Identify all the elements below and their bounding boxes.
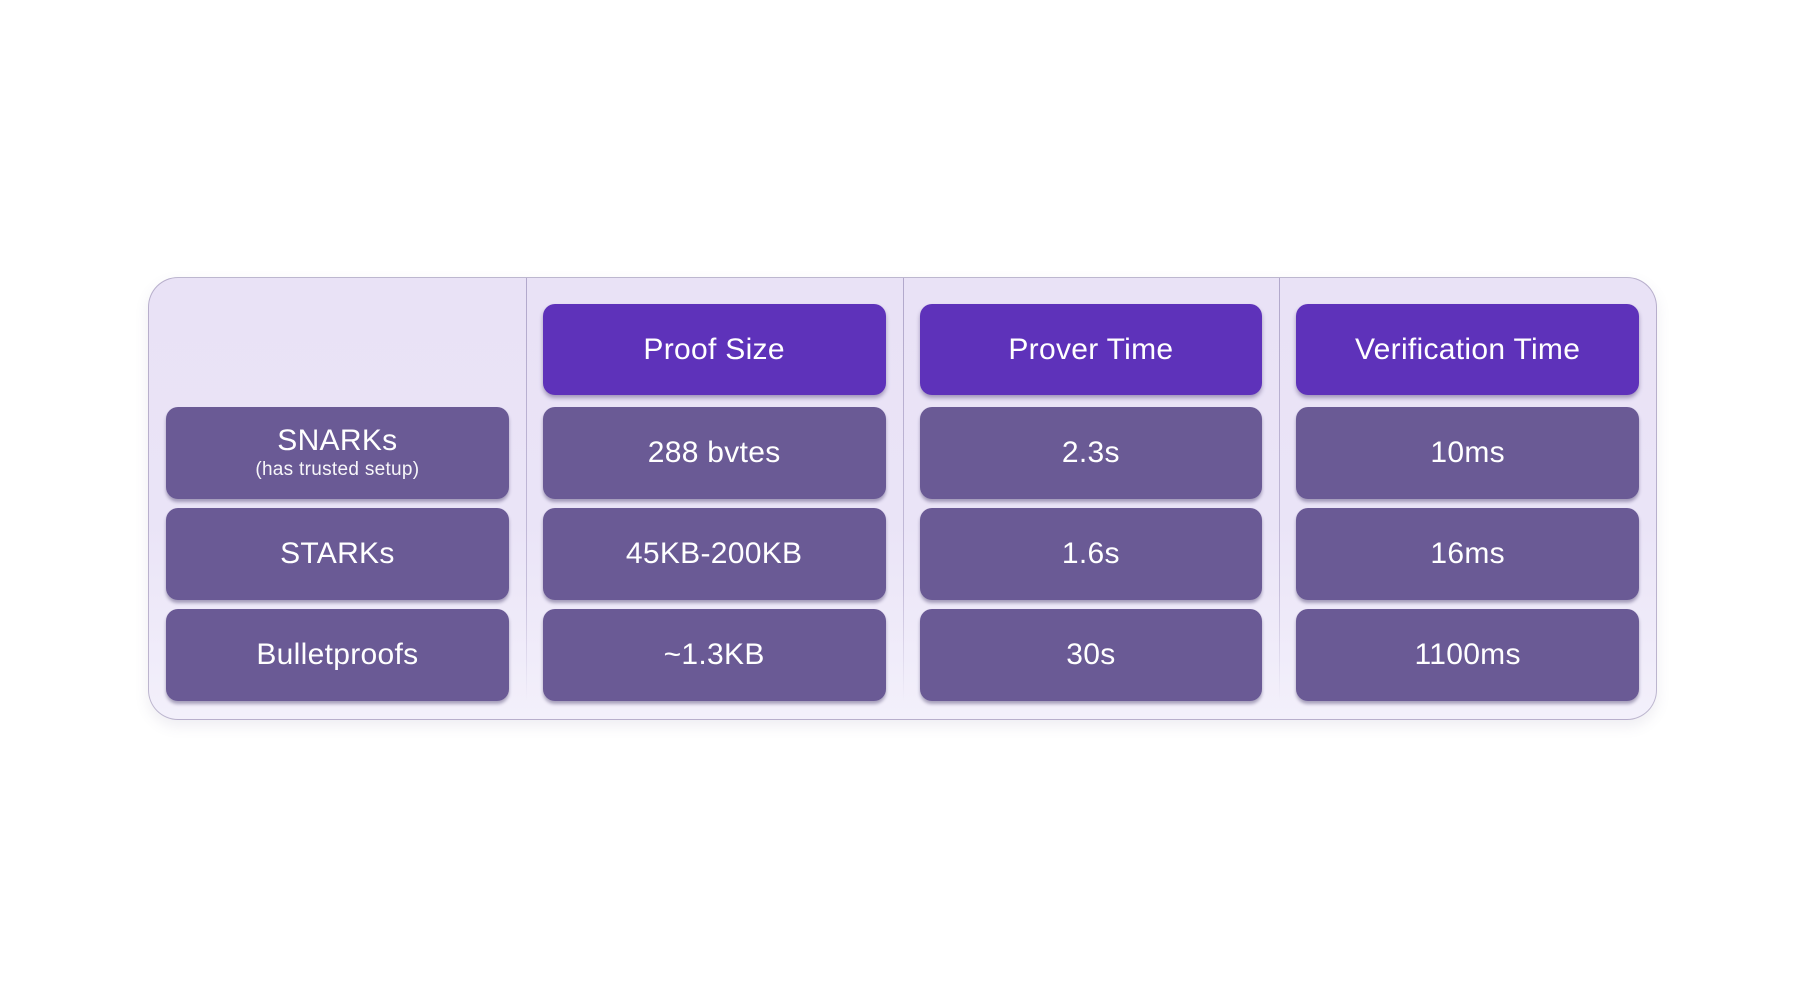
cell-starks-verification-time: 16ms	[1296, 508, 1639, 600]
cell-bulletproofs-verification-time: 1100ms	[1296, 609, 1639, 701]
row-label-text: Bulletproofs	[256, 638, 419, 671]
cell-bulletproofs-prover-time: 30s	[919, 609, 1263, 701]
column-row-labels: SNARKs (has trusted setup) STARKs Bullet…	[149, 278, 526, 721]
row-label-snarks: SNARKs (has trusted setup)	[166, 407, 509, 499]
cell-starks-proof-size: 45KB-200KB	[542, 508, 886, 600]
cell-bulletproofs-proof-size: ~1.3KB	[542, 609, 886, 701]
header-spacer	[166, 304, 509, 395]
comparison-table-grid: SNARKs (has trusted setup) STARKs Bullet…	[149, 278, 1656, 719]
column-header-verification-time: Verification Time	[1296, 304, 1639, 395]
column-header-proof-size: Proof Size	[542, 304, 886, 395]
cell-starks-prover-time: 1.6s	[919, 508, 1263, 600]
row-label-starks: STARKs	[166, 508, 509, 600]
comparison-table-panel: SNARKs (has trusted setup) STARKs Bullet…	[148, 277, 1657, 720]
row-label-bulletproofs: Bulletproofs	[166, 609, 509, 701]
row-label-text: STARKs	[280, 537, 395, 570]
cell-snarks-verification-time: 10ms	[1296, 407, 1639, 499]
row-label-text: SNARKs	[277, 424, 398, 457]
column-prover-time: Prover Time 2.3s 1.6s 30s	[903, 278, 1280, 721]
column-header-prover-time: Prover Time	[919, 304, 1263, 395]
cell-snarks-proof-size: 288 bvtes	[542, 407, 886, 499]
column-verification-time: Verification Time 10ms 16ms 1100ms	[1279, 278, 1656, 721]
column-proof-size: Proof Size 288 bvtes 45KB-200KB ~1.3KB	[526, 278, 903, 721]
cell-snarks-prover-time: 2.3s	[919, 407, 1263, 499]
row-sublabel-text: (has trusted setup)	[255, 459, 420, 480]
